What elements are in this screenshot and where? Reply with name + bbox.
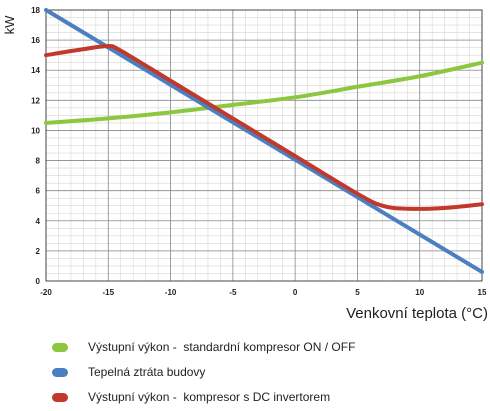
legend-label-building-heat-loss: Tepelná ztráta budovy: [88, 365, 206, 379]
y-tick-label: 16: [31, 36, 40, 45]
x-tick-labels: -20 -15 -10 -5 0 5 10 15: [40, 288, 487, 297]
y-tick-label: 4: [36, 217, 41, 226]
legend-item-dc-inverter: Výstupní výkon - kompresor s DC invertor…: [52, 386, 472, 408]
y-tick-label: 10: [31, 126, 40, 135]
y-tick-label: 6: [36, 187, 41, 196]
y-tick-labels: 0 2 4 6 8 10 12 14 16 18: [31, 6, 40, 286]
legend-swatch-blue: [52, 367, 68, 377]
x-tick-label: -15: [103, 288, 115, 297]
y-tick-label: 2: [36, 247, 41, 256]
legend-label-standard-compressor: Výstupní výkon - standardní kompresor ON…: [88, 340, 356, 354]
heat-pump-chart: 0 2 4 6 8 10 12 14 16 18 -20 -15 -10 -5 0 5 10 15 kW Ven…: [2, 6, 488, 322]
x-tick-label: 15: [478, 288, 487, 297]
x-tick-label: 10: [415, 288, 424, 297]
series-line-building-heat-loss: [44, 8, 484, 274]
y-tick-label: 18: [31, 6, 40, 15]
y-axis-label: kW: [2, 15, 17, 35]
x-tick-label: -20: [40, 288, 52, 297]
legend-label-dc-inverter: Výstupní výkon - kompresor s DC invertor…: [88, 390, 331, 404]
series-layer: [44, 8, 484, 274]
legend-item-building-heat-loss: Tepelná ztráta budovy: [52, 361, 472, 383]
legend-swatch-red: [52, 392, 68, 402]
legend: Výstupní výkon - standardní kompresor ON…: [52, 336, 472, 411]
y-tick-label: 14: [31, 66, 40, 75]
y-tick-label: 8: [36, 157, 41, 166]
x-axis-label: Venkovní teplota (°C): [346, 305, 488, 322]
x-tick-label: 5: [355, 288, 360, 297]
x-tick-label: -5: [229, 288, 237, 297]
x-tick-label: -10: [165, 288, 177, 297]
legend-item-standard-compressor: Výstupní výkon - standardní kompresor ON…: [52, 336, 472, 358]
x-tick-label: 0: [293, 288, 298, 297]
plot-area-frame: [45, 9, 483, 282]
legend-swatch-green: [52, 342, 68, 352]
y-tick-label: 0: [36, 277, 41, 286]
y-tick-label: 12: [31, 96, 40, 105]
series-line-standard-compressor: [44, 60, 484, 125]
series-line-dc-inverter: [44, 44, 484, 211]
